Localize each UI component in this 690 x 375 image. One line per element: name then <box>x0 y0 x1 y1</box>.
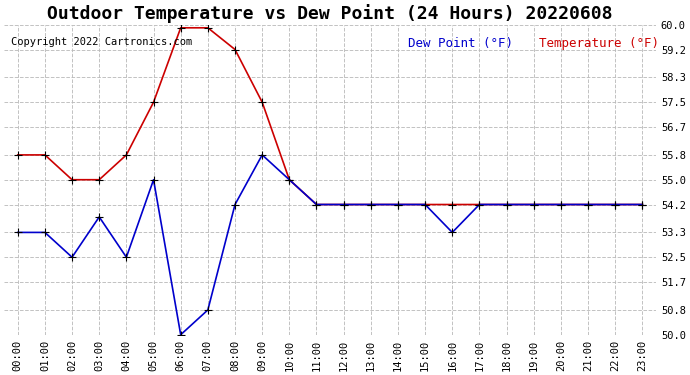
Text: Dew Point (°F): Dew Point (°F) <box>408 37 513 50</box>
Text: Temperature (°F): Temperature (°F) <box>539 37 659 50</box>
Title: Outdoor Temperature vs Dew Point (24 Hours) 20220608: Outdoor Temperature vs Dew Point (24 Hou… <box>48 4 613 23</box>
Text: Copyright 2022 Cartronics.com: Copyright 2022 Cartronics.com <box>10 37 192 47</box>
